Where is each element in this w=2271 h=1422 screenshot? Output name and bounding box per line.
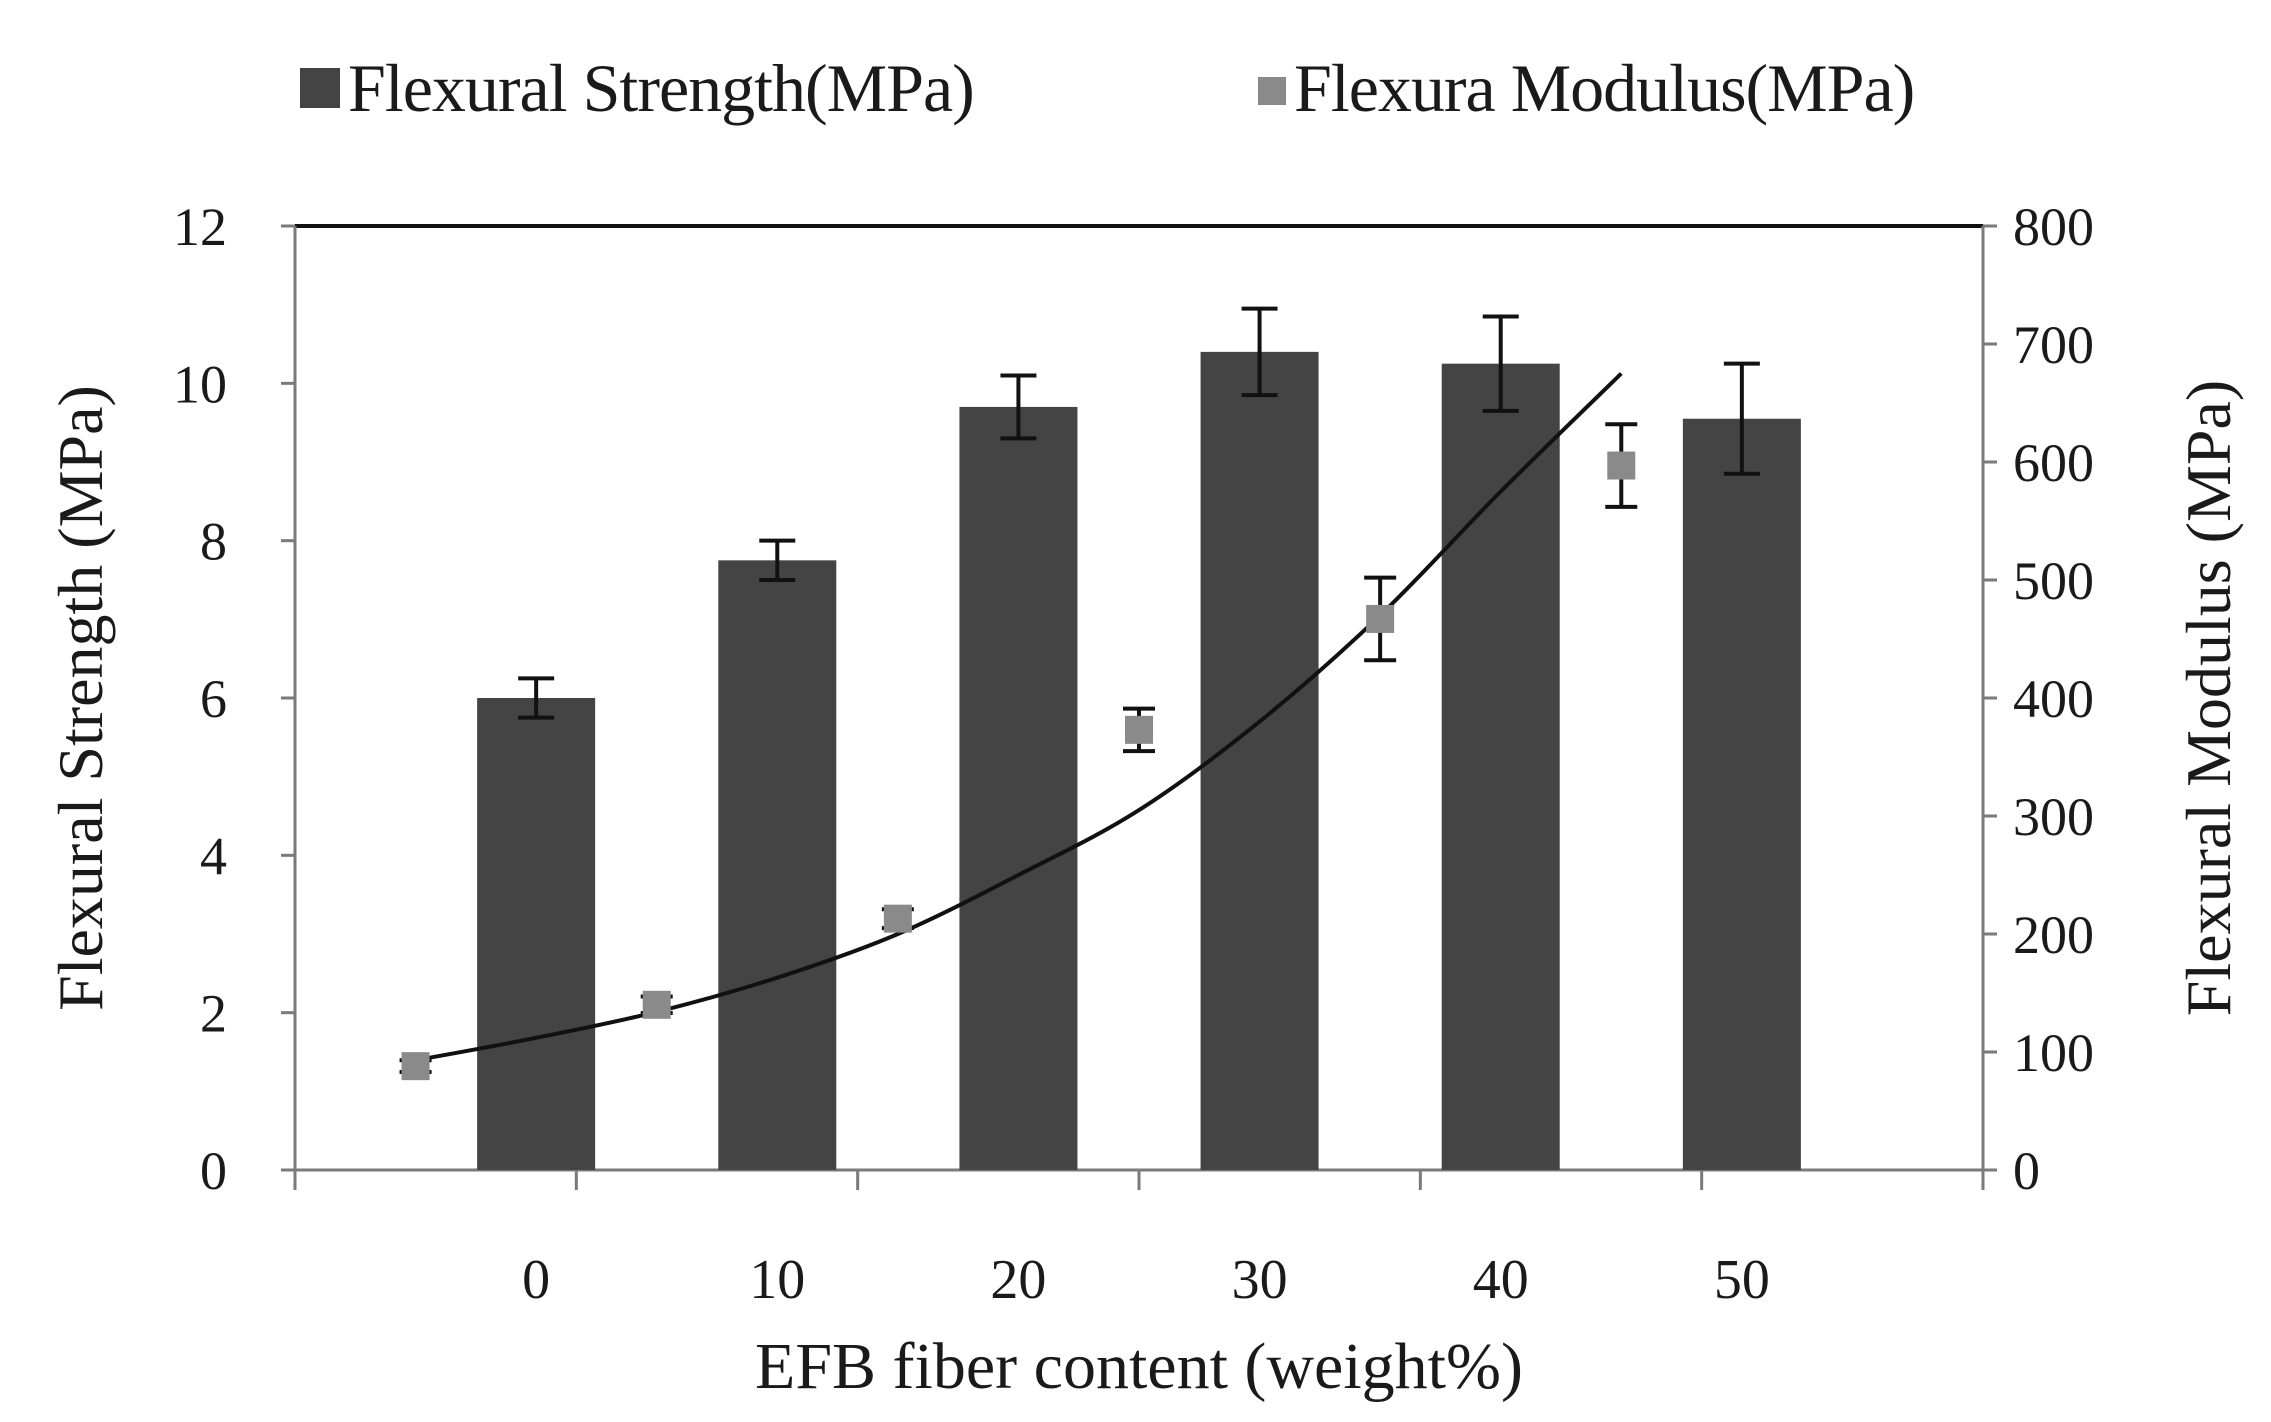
x-tick-label: 40 bbox=[1473, 1249, 1529, 1311]
bar-flexural-strength bbox=[718, 560, 837, 1170]
y2-tick-label: 500 bbox=[2013, 551, 2094, 611]
bar-flexural-strength bbox=[1441, 363, 1560, 1171]
y2-tick-label: 200 bbox=[2013, 905, 2094, 965]
y2-tick-label: 0 bbox=[2013, 1141, 2040, 1201]
y-tick-label: 2 bbox=[200, 984, 227, 1044]
y2-tick-label: 800 bbox=[2013, 197, 2094, 257]
point-flexural-modulus bbox=[401, 1052, 430, 1081]
modulus-trendline bbox=[415, 372, 1623, 1063]
y-tick-label: 4 bbox=[200, 826, 227, 886]
point-flexural-modulus bbox=[1607, 451, 1636, 480]
bar-flexural-strength bbox=[959, 406, 1078, 1170]
x-tick-label: 0 bbox=[522, 1249, 550, 1311]
x-axis-title: EFB fiber content (weight%) bbox=[755, 1330, 1523, 1403]
y-tick-label: 10 bbox=[173, 354, 227, 414]
y2-tick-label: 400 bbox=[2013, 669, 2094, 729]
y2-tick-label: 700 bbox=[2013, 315, 2094, 375]
y-axis-title: Flexural Strength (MPa) bbox=[45, 385, 116, 1011]
point-flexural-modulus bbox=[642, 990, 671, 1019]
y2-tick-label: 600 bbox=[2013, 433, 2094, 493]
x-tick-label: 50 bbox=[1714, 1249, 1770, 1311]
legend-swatch-modulus bbox=[1258, 77, 1286, 105]
y2-tick-label: 300 bbox=[2013, 787, 2094, 847]
x-tick-label: 20 bbox=[990, 1249, 1046, 1311]
y-tick-label: 8 bbox=[200, 512, 227, 572]
y-tick-label: 12 bbox=[173, 197, 227, 257]
legend-item-modulus: Flexura Modulus(MPa) bbox=[1258, 48, 1915, 128]
y2-tick-label: 100 bbox=[2013, 1023, 2094, 1083]
bar-flexural-strength bbox=[477, 698, 596, 1170]
y-tick-label: 0 bbox=[200, 1141, 227, 1201]
legend-item-strength: Flexural Strength(MPa) bbox=[300, 48, 975, 128]
x-tick-label: 30 bbox=[1232, 1249, 1288, 1311]
point-flexural-modulus bbox=[1366, 604, 1395, 633]
y-tick-label: 6 bbox=[200, 669, 227, 729]
legend-swatch-strength bbox=[300, 68, 340, 108]
bar-flexural-strength bbox=[1682, 418, 1801, 1170]
bar-flexural-strength bbox=[1200, 351, 1319, 1170]
x-tick-label: 10 bbox=[749, 1249, 805, 1311]
y2-axis-title: Flexural Modulus (MPa) bbox=[2173, 380, 2244, 1016]
legend-label-strength: Flexural Strength(MPa) bbox=[348, 49, 975, 126]
legend-label-modulus: Flexura Modulus(MPa) bbox=[1294, 49, 1915, 126]
point-flexural-modulus bbox=[883, 904, 912, 933]
point-flexural-modulus bbox=[1125, 715, 1153, 744]
